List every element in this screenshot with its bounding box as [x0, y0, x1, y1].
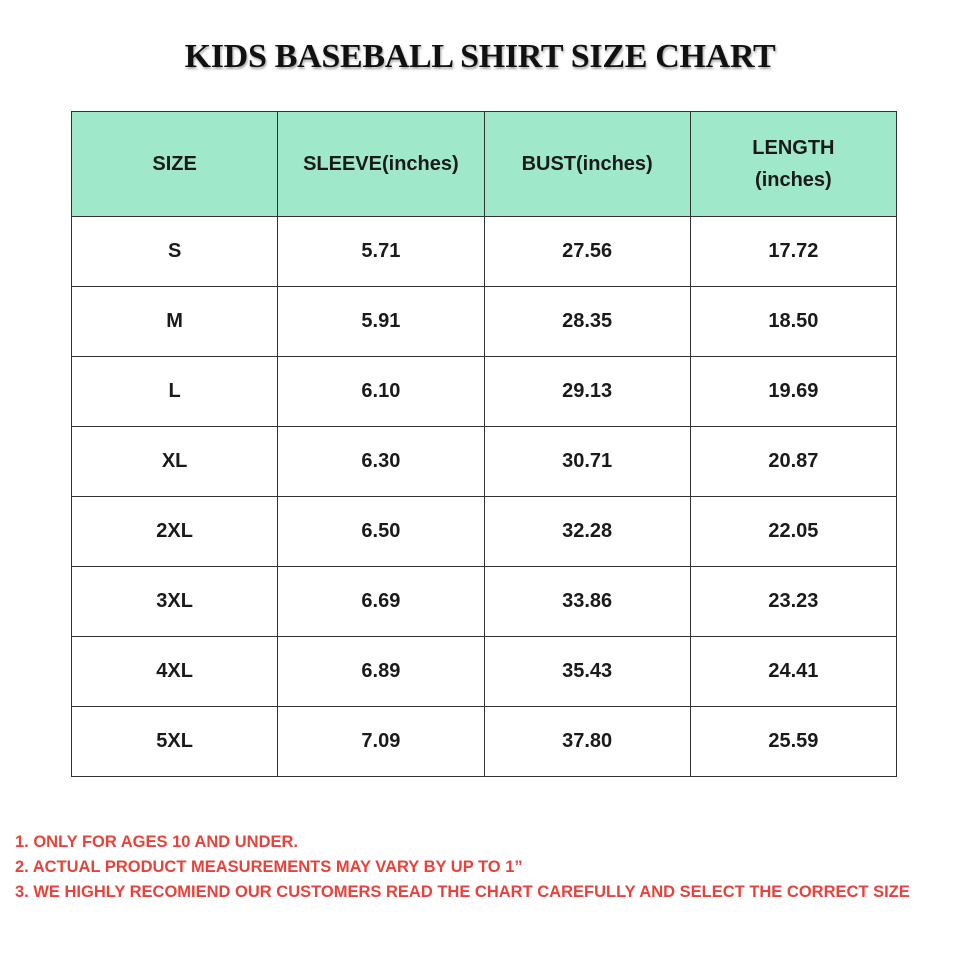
page-title: KIDS BASEBALL SHIRT SIZE CHART [184, 38, 776, 75]
cell-size: 3XL [70, 566, 279, 637]
header-bust: BUST(inches) [483, 111, 691, 217]
cell-size: 5XL [70, 706, 279, 777]
cell-length: 23.23 [689, 566, 898, 637]
table-row: 4XL 6.89 35.43 24.41 [70, 636, 898, 707]
cell-length: 19.69 [689, 356, 898, 427]
table-row: L 6.10 29.13 19.69 [70, 356, 898, 427]
cell-bust: 27.56 [483, 216, 691, 287]
cell-length: 18.50 [689, 286, 898, 357]
cell-length: 25.59 [689, 706, 898, 777]
cell-bust: 30.71 [483, 426, 691, 497]
cell-sleeve: 5.91 [277, 286, 485, 357]
size-chart-table: SIZE SLEEVE(inches) BUST(inches) LENGTH … [70, 111, 898, 777]
cell-sleeve: 6.30 [277, 426, 485, 497]
cell-sleeve: 6.50 [277, 496, 485, 567]
table-row: S 5.71 27.56 17.72 [70, 216, 898, 287]
header-length: LENGTH (inches) [689, 111, 898, 217]
cell-size: M [70, 286, 279, 357]
cell-sleeve: 6.10 [277, 356, 485, 427]
cell-bust: 33.86 [483, 566, 691, 637]
cell-size: XL [70, 426, 279, 497]
table-row: 2XL 6.50 32.28 22.05 [70, 496, 898, 567]
note-measurement-variance: 2. ACTUAL PRODUCT MEASUREMENTS MAY VARY … [15, 858, 523, 876]
cell-bust: 35.43 [483, 636, 691, 707]
cell-size: L [70, 356, 279, 427]
cell-bust: 37.80 [483, 706, 691, 777]
note-age-limit: 1. ONLY FOR AGES 10 AND UNDER. [15, 833, 299, 851]
table-header-row: SIZE SLEEVE(inches) BUST(inches) LENGTH … [70, 111, 898, 217]
header-sleeve: SLEEVE(inches) [277, 111, 485, 217]
cell-size: 2XL [70, 496, 279, 567]
table-row: 5XL 7.09 37.80 25.59 [70, 706, 898, 777]
cell-sleeve: 6.69 [277, 566, 485, 637]
cell-length: 20.87 [689, 426, 898, 497]
header-size: SIZE [70, 111, 279, 217]
note-read-chart: 3. WE HIGHLY RECOMIEND OUR CUSTOMERS REA… [15, 883, 910, 901]
cell-bust: 29.13 [483, 356, 691, 427]
cell-size: 4XL [70, 636, 279, 707]
cell-bust: 32.28 [483, 496, 691, 567]
cell-length: 24.41 [689, 636, 898, 707]
table-row: M 5.91 28.35 18.50 [70, 286, 898, 357]
cell-sleeve: 5.71 [277, 216, 485, 287]
table-row: 3XL 6.69 33.86 23.23 [70, 566, 898, 637]
table-row: XL 6.30 30.71 20.87 [70, 426, 898, 497]
cell-size: S [70, 216, 279, 287]
cell-length: 22.05 [689, 496, 898, 567]
cell-bust: 28.35 [483, 286, 691, 357]
cell-sleeve: 7.09 [277, 706, 485, 777]
cell-length: 17.72 [689, 216, 898, 287]
notes-section: 1. ONLY FOR AGES 10 AND UNDER. 2. ACTUAL… [15, 830, 955, 905]
cell-sleeve: 6.89 [277, 636, 485, 707]
